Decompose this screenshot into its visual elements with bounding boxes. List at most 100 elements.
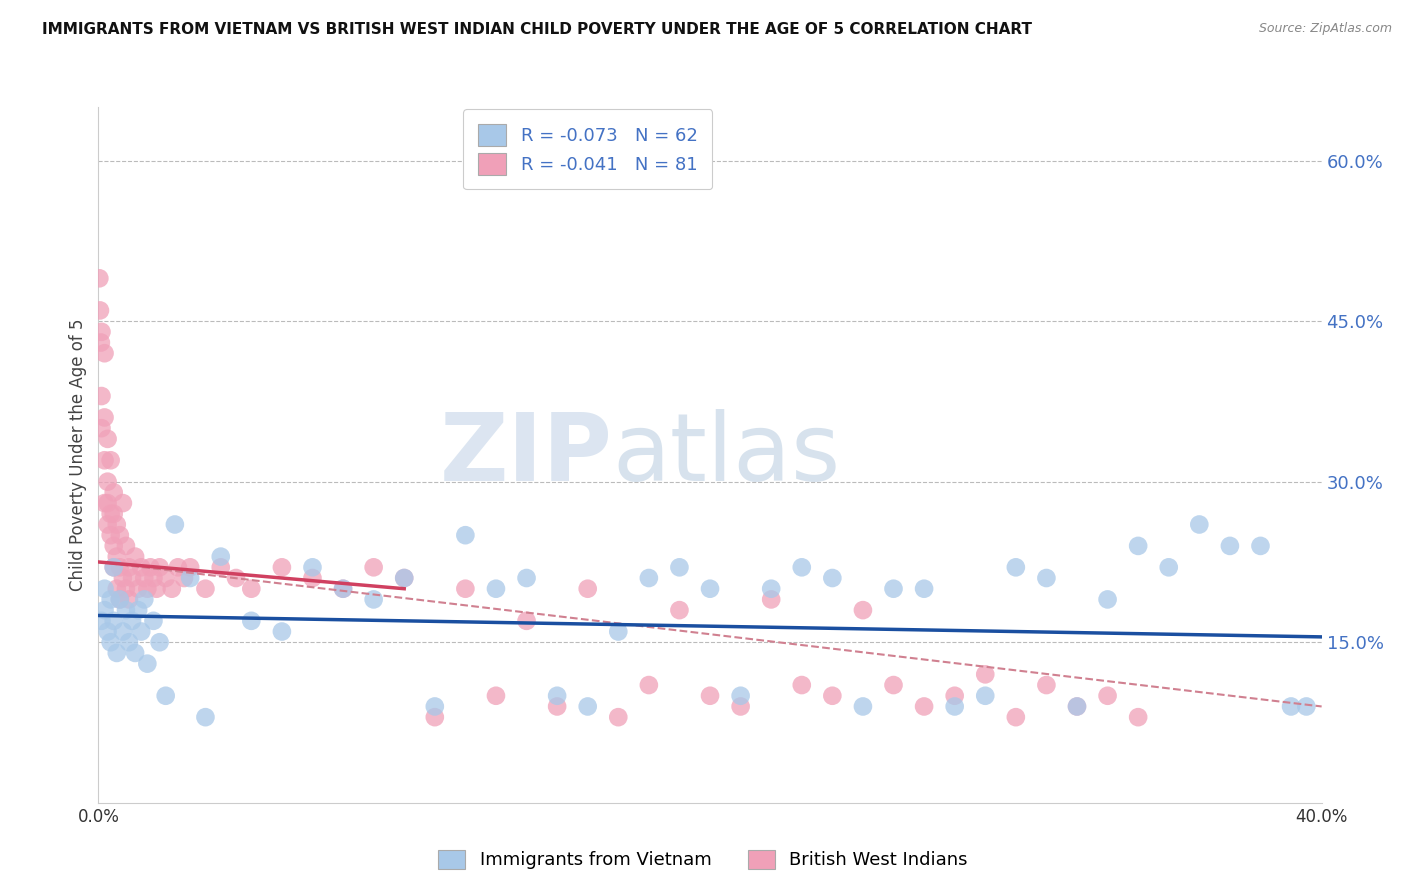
Point xyxy=(90,614,112,628)
Point xyxy=(103,560,125,574)
Point xyxy=(883,678,905,692)
Point xyxy=(111,571,134,585)
Point xyxy=(974,667,997,681)
Point xyxy=(699,582,721,596)
Point xyxy=(115,582,138,596)
Point xyxy=(1188,517,1211,532)
Text: atlas: atlas xyxy=(612,409,841,501)
Y-axis label: Child Poverty Under the Age of 5: Child Poverty Under the Age of 5 xyxy=(69,318,87,591)
Point xyxy=(93,496,115,510)
Point xyxy=(134,592,156,607)
Point xyxy=(821,571,844,585)
Point xyxy=(240,582,263,596)
Point xyxy=(90,325,112,339)
Point xyxy=(1004,710,1026,724)
Point xyxy=(105,646,128,660)
Point xyxy=(105,582,128,596)
Point xyxy=(974,689,997,703)
Point xyxy=(149,635,172,649)
Point xyxy=(103,614,125,628)
Point xyxy=(363,592,385,607)
Point xyxy=(270,624,292,639)
Point xyxy=(759,592,782,607)
Point xyxy=(1066,699,1088,714)
Point xyxy=(1219,539,1241,553)
Point xyxy=(93,453,115,467)
Point xyxy=(883,582,905,596)
Point xyxy=(392,571,416,585)
Legend: Immigrants from Vietnam, British West Indians: Immigrants from Vietnam, British West In… xyxy=(429,840,977,879)
Point xyxy=(118,635,141,649)
Point xyxy=(100,507,122,521)
Point xyxy=(332,582,354,596)
Point xyxy=(790,560,813,574)
Point xyxy=(121,571,143,585)
Point xyxy=(301,560,323,574)
Point xyxy=(89,271,111,285)
Point xyxy=(167,560,190,574)
Point xyxy=(160,582,183,596)
Point xyxy=(134,571,156,585)
Point xyxy=(209,549,232,564)
Point xyxy=(454,582,477,596)
Point xyxy=(209,560,232,574)
Point xyxy=(637,571,661,585)
Point xyxy=(912,699,935,714)
Point xyxy=(97,432,120,446)
Point xyxy=(129,560,152,574)
Point xyxy=(607,710,630,724)
Point xyxy=(730,699,752,714)
Point xyxy=(240,614,263,628)
Point xyxy=(179,571,201,585)
Point xyxy=(103,560,125,574)
Point xyxy=(129,624,152,639)
Point xyxy=(108,592,131,607)
Point xyxy=(163,517,186,532)
Point xyxy=(546,689,568,703)
Point xyxy=(668,603,690,617)
Point xyxy=(576,699,599,714)
Point xyxy=(392,571,416,585)
Point xyxy=(423,699,446,714)
Point xyxy=(1128,710,1150,724)
Point xyxy=(332,582,354,596)
Point xyxy=(89,303,111,318)
Point xyxy=(1295,699,1317,714)
Point xyxy=(124,549,146,564)
Point xyxy=(485,689,508,703)
Point xyxy=(97,517,120,532)
Point xyxy=(93,346,115,360)
Point xyxy=(93,603,115,617)
Point xyxy=(546,699,568,714)
Point xyxy=(118,592,141,607)
Point xyxy=(821,689,844,703)
Point xyxy=(103,485,125,500)
Point xyxy=(139,560,162,574)
Text: Source: ZipAtlas.com: Source: ZipAtlas.com xyxy=(1258,22,1392,36)
Point xyxy=(127,582,149,596)
Point xyxy=(97,475,120,489)
Point xyxy=(100,635,122,649)
Point xyxy=(759,582,782,596)
Point xyxy=(93,410,115,425)
Point xyxy=(145,582,167,596)
Point xyxy=(301,571,323,585)
Point xyxy=(149,560,172,574)
Point xyxy=(194,710,217,724)
Point xyxy=(668,560,690,574)
Point xyxy=(155,689,177,703)
Point xyxy=(100,453,122,467)
Point xyxy=(485,582,508,596)
Point xyxy=(115,603,138,617)
Point xyxy=(103,507,125,521)
Legend: R = -0.073   N = 62, R = -0.041   N = 81: R = -0.073 N = 62, R = -0.041 N = 81 xyxy=(463,109,713,189)
Point xyxy=(97,496,120,510)
Point xyxy=(516,614,538,628)
Point xyxy=(108,528,131,542)
Point xyxy=(1035,571,1057,585)
Point xyxy=(912,582,935,596)
Point xyxy=(943,699,966,714)
Point xyxy=(194,582,217,596)
Point xyxy=(136,657,159,671)
Point xyxy=(852,699,875,714)
